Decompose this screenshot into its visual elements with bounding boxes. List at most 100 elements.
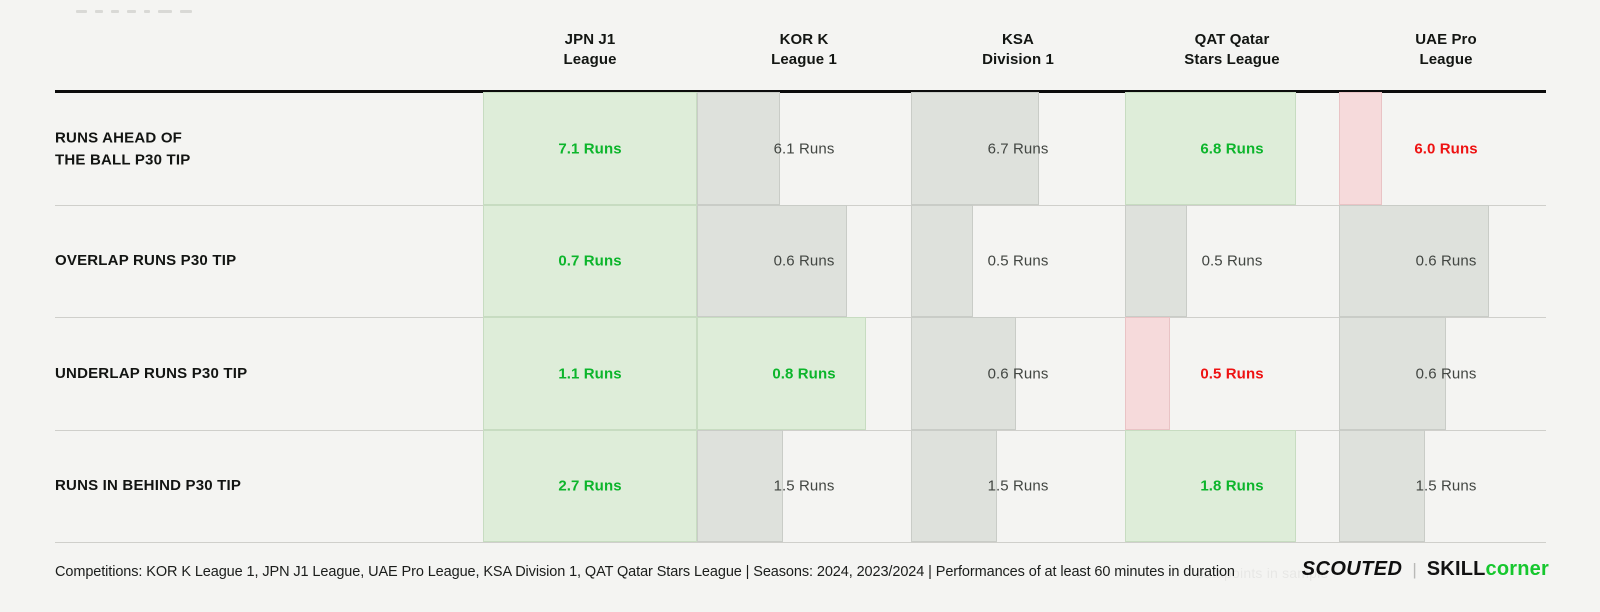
cell-value: 0.8 Runs (772, 365, 836, 383)
distribution-band (1339, 92, 1382, 205)
metric-cell: 6.7 Runs (911, 92, 1125, 205)
metric-cell: 1.5 Runs (911, 429, 1125, 542)
cell-value: 0.6 Runs (1415, 365, 1477, 383)
metric-cell: 0.7 Runs (483, 204, 697, 317)
dash-icon (144, 10, 150, 13)
row-label: OVERLAP RUNS P30 TIP (55, 250, 236, 272)
metric-cell: 0.6 Runs (911, 317, 1125, 430)
watermark-text: datapoints in sample (1196, 565, 1329, 581)
cell-value: 2.7 Runs (558, 477, 622, 495)
column-header: KOR K League 1 (697, 30, 911, 70)
row-label: RUNS IN BEHIND P30 TIP (55, 475, 241, 497)
metric-cell: 7.1 Runs (483, 92, 697, 205)
distribution-band (1125, 429, 1296, 542)
row-label: UNDERLAP RUNS P30 TIP (55, 363, 247, 385)
distribution-band (483, 92, 697, 205)
skillcorner-logo: SKILLcorner (1427, 558, 1549, 581)
column-header-line: League (1419, 50, 1473, 68)
header-divider-rule (55, 90, 1546, 93)
distribution-band (483, 204, 697, 317)
row-label-line: UNDERLAP RUNS P30 TIP (55, 364, 248, 382)
column-header-line: Division 1 (982, 50, 1054, 68)
cell-value: 1.5 Runs (1415, 477, 1477, 495)
distribution-band (697, 429, 783, 542)
column-header: QAT Qatar Stars League (1125, 30, 1339, 70)
cell-value: 6.1 Runs (773, 140, 835, 158)
metric-cell: 0.5 Runs (1125, 317, 1339, 430)
cell-value: 6.8 Runs (1200, 140, 1264, 158)
distribution-band (697, 204, 847, 317)
column-header: UAE Pro League (1339, 30, 1553, 70)
dash-icon (76, 10, 87, 13)
row-label: RUNS AHEAD OF THE BALL P30 TIP (55, 127, 190, 171)
distribution-band (1125, 204, 1187, 317)
metric-cell: 1.5 Runs (1339, 429, 1553, 542)
metric-cell: 2.7 Runs (483, 429, 697, 542)
metric-cell: 6.8 Runs (1125, 92, 1339, 205)
cell-value: 6.0 Runs (1414, 140, 1478, 158)
column-header-line: KOR K (779, 31, 829, 48)
metric-cell: 1.5 Runs (697, 429, 911, 542)
column-header-line: UAE Pro (1415, 31, 1477, 48)
distribution-band (911, 204, 973, 317)
logo-divider-icon: | (1412, 559, 1417, 579)
distribution-band (697, 317, 866, 430)
cell-value: 0.6 Runs (773, 252, 835, 270)
column-header-line: KSA (1002, 31, 1034, 48)
distribution-band (1339, 429, 1425, 542)
distribution-band (1339, 317, 1446, 430)
distribution-band (483, 317, 697, 430)
column-header-line: JPN J1 (564, 31, 616, 48)
distribution-band (1125, 92, 1296, 205)
metric-cell: 1.1 Runs (483, 317, 697, 430)
row-label-line: THE BALL P30 TIP (55, 150, 191, 168)
distribution-band (911, 429, 997, 542)
row-label-line: RUNS AHEAD OF (55, 129, 183, 146)
cell-value: 1.1 Runs (558, 365, 622, 383)
column-header-line: Stars League (1184, 50, 1280, 68)
metric-cell: 0.6 Runs (1339, 204, 1553, 317)
table-row: RUNS AHEAD OF THE BALL P30 TIP 7.1 Runs 6.1… (55, 92, 1546, 206)
scouted-logo: SCOUTED (1301, 558, 1403, 580)
distribution-band (1125, 317, 1170, 430)
metric-cell: 0.8 Runs (697, 317, 911, 430)
column-header: KSA Division 1 (911, 30, 1125, 70)
metric-cell: 0.6 Runs (697, 204, 911, 317)
cell-value: 0.5 Runs (1201, 252, 1263, 270)
row-label-line: OVERLAP RUNS P30 TIP (55, 252, 237, 270)
column-header-line: League 1 (771, 50, 837, 68)
metric-cell: 6.0 Runs (1339, 92, 1553, 205)
skillcorner-logo-corner: corner (1485, 558, 1549, 580)
metric-cell: 6.1 Runs (697, 92, 911, 205)
dash-icon (111, 10, 119, 13)
footer-note: Competitions: KOR K League 1, JPN J1 Lea… (55, 564, 1235, 580)
table-row: UNDERLAP RUNS P30 TIP 1.1 Runs 0.8 Runs 0.6… (55, 317, 1546, 431)
table-row: OVERLAP RUNS P30 TIP 0.7 Runs 0.6 Runs 0.5 … (55, 204, 1546, 318)
skillcorner-logo-skill: SKILL (1426, 558, 1486, 580)
dash-icon (180, 10, 192, 13)
row-label-line: RUNS IN BEHIND P30 TIP (55, 477, 242, 495)
metric-cell: 0.6 Runs (1339, 317, 1553, 430)
cell-value: 0.6 Runs (987, 365, 1049, 383)
cell-value: 6.7 Runs (987, 140, 1049, 158)
cell-value: 7.1 Runs (558, 140, 622, 158)
cell-value: 0.7 Runs (558, 252, 622, 270)
distribution-band (911, 92, 1039, 205)
metric-cell: 0.5 Runs (1125, 204, 1339, 317)
cell-value: 0.6 Runs (1415, 252, 1477, 270)
distribution-band (483, 429, 697, 542)
redacted-title-placeholder (76, 10, 192, 13)
column-header-line: League (563, 50, 617, 68)
column-header-line: QAT Qatar (1194, 31, 1270, 48)
cell-value: 1.5 Runs (773, 477, 835, 495)
logo-row: SCOUTED | SKILLcorner (1302, 558, 1549, 581)
cell-value: 1.5 Runs (987, 477, 1049, 495)
metric-cell: 0.5 Runs (911, 204, 1125, 317)
distribution-band (697, 92, 780, 205)
metric-cell: 1.8 Runs (1125, 429, 1339, 542)
distribution-band (911, 317, 1016, 430)
distribution-band (1339, 204, 1489, 317)
cell-value: 0.5 Runs (987, 252, 1049, 270)
dash-icon (158, 10, 172, 13)
